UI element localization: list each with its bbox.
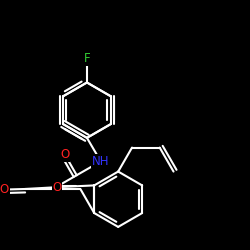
Text: F: F (84, 52, 90, 66)
Text: NH: NH (92, 155, 110, 168)
Text: O: O (60, 148, 70, 161)
Text: O: O (0, 183, 9, 196)
Text: O: O (52, 181, 62, 194)
